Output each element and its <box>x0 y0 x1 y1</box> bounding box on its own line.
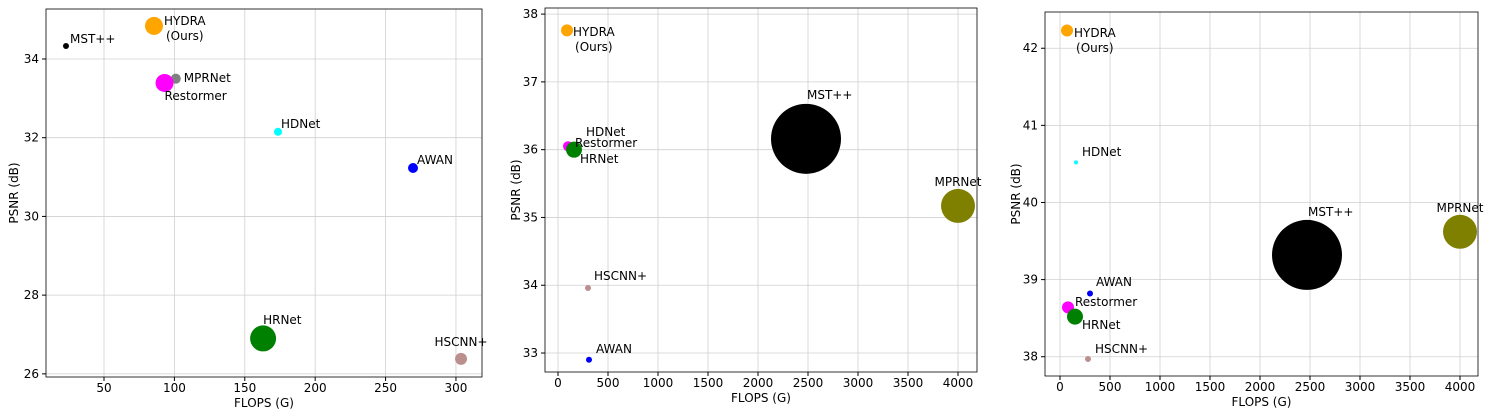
bubble <box>250 325 277 352</box>
x-axis-label: FLOPS (G) <box>234 396 294 410</box>
y-tick-label: 32 <box>24 131 39 145</box>
plot-frame <box>544 7 978 373</box>
y-tick-label: 36 <box>523 143 538 157</box>
y-axis-label: PSNR (dB) <box>1009 163 1023 224</box>
x-tick-label: 1500 <box>1195 380 1226 394</box>
x-tick-label: 4000 <box>1445 380 1476 394</box>
point-label: AWAN <box>417 153 453 167</box>
point-label: MPRNet <box>183 70 231 85</box>
bubble <box>408 163 419 174</box>
point-label: HSCNN+ <box>434 334 488 349</box>
y-tick-label: 38 <box>1023 350 1038 364</box>
point-label: AWAN <box>1096 275 1132 290</box>
x-tick-label: 3000 <box>1345 380 1376 394</box>
point-label: HSCNN+ <box>1095 342 1149 357</box>
y-tick-label: 33 <box>523 346 538 360</box>
bubble <box>1067 308 1083 325</box>
x-tick-label: 500 <box>597 376 620 390</box>
point-label: Restormer <box>575 136 638 151</box>
bubble <box>585 284 591 291</box>
bubble <box>1085 356 1091 363</box>
bubble <box>455 352 468 365</box>
y-tick-label: 40 <box>1023 195 1038 209</box>
bubble <box>155 73 174 92</box>
point-label: HRNet <box>263 313 302 328</box>
bubble <box>62 42 69 49</box>
bubble <box>566 141 582 158</box>
x-tick-label: 3500 <box>1395 380 1426 394</box>
bubble <box>771 103 841 174</box>
point-label: HDNet <box>586 125 626 140</box>
point-label: HDNet <box>281 116 321 131</box>
y-tick-label: 35 <box>523 210 538 224</box>
y-axis-label: PSNR (dB) <box>509 159 523 220</box>
x-tick-label: 300 <box>445 381 468 395</box>
point-label: MPRNet <box>1436 200 1484 215</box>
point-label: HDNet <box>1082 145 1122 160</box>
y-axis-label: PSNR (dB) <box>7 162 21 223</box>
x-tick-label: 250 <box>374 381 397 395</box>
y-tick-label: 37 <box>523 75 538 89</box>
bubble <box>144 16 163 35</box>
point-label: HSCNN+ <box>594 268 648 283</box>
bubble <box>1443 214 1477 249</box>
x-axis-label: FLOPS (G) <box>1232 395 1292 409</box>
point-label: HYDRA (Ours) <box>163 13 206 43</box>
bubble <box>586 356 592 363</box>
point-label: MST++ <box>807 87 853 102</box>
x-axis-label: FLOPS (G) <box>731 391 791 405</box>
x-tick-label: 0 <box>554 376 562 390</box>
bubble <box>941 188 975 223</box>
x-tick-label: 50 <box>96 381 111 395</box>
y-tick-label: 42 <box>1023 41 1038 55</box>
x-tick-label: 3500 <box>893 376 924 390</box>
x-tick-label: 2000 <box>743 376 774 390</box>
y-tick-label: 30 <box>24 209 39 223</box>
x-tick-label: 1500 <box>693 376 724 390</box>
bubble <box>1272 219 1342 290</box>
point-label: Restormer <box>1075 295 1138 310</box>
y-tick-label: 26 <box>24 367 39 381</box>
y-tick-label: 41 <box>1023 118 1038 132</box>
plot-frame <box>1044 11 1479 377</box>
point-label: MST++ <box>1308 204 1354 219</box>
point-label: HYDRA (Ours) <box>1074 25 1116 55</box>
y-tick-label: 34 <box>24 52 39 66</box>
x-tick-label: 4000 <box>943 376 974 390</box>
plot-frame <box>45 8 483 378</box>
x-tick-label: 2500 <box>1295 380 1326 394</box>
point-label: HRNet <box>580 151 619 166</box>
point-label: MPRNet <box>934 174 982 189</box>
bubble <box>1087 290 1093 297</box>
x-tick-label: 100 <box>163 381 186 395</box>
point-label: HYDRA (Ours) <box>573 25 615 55</box>
y-tick-label: 28 <box>24 288 39 302</box>
x-tick-label: 1000 <box>1145 380 1176 394</box>
y-tick-label: 39 <box>1023 273 1038 287</box>
point-label: HRNet <box>1082 317 1121 332</box>
x-tick-label: 1000 <box>643 376 674 390</box>
bubble <box>274 127 283 136</box>
x-tick-label: 500 <box>1099 380 1122 394</box>
y-tick-label: 38 <box>523 7 538 21</box>
bubble <box>1061 24 1073 37</box>
point-label: Restormer <box>164 88 227 103</box>
y-tick-label: 34 <box>523 278 538 292</box>
x-tick-label: 150 <box>233 381 256 395</box>
point-label: MST++ <box>69 31 116 46</box>
bubble <box>1074 160 1078 165</box>
x-tick-label: 2500 <box>793 376 824 390</box>
x-tick-label: 200 <box>304 381 327 395</box>
x-tick-label: 3000 <box>843 376 874 390</box>
x-tick-label: 2000 <box>1245 380 1276 394</box>
point-label: AWAN <box>596 341 632 356</box>
x-tick-label: 0 <box>1056 380 1064 394</box>
bubble <box>561 24 573 37</box>
